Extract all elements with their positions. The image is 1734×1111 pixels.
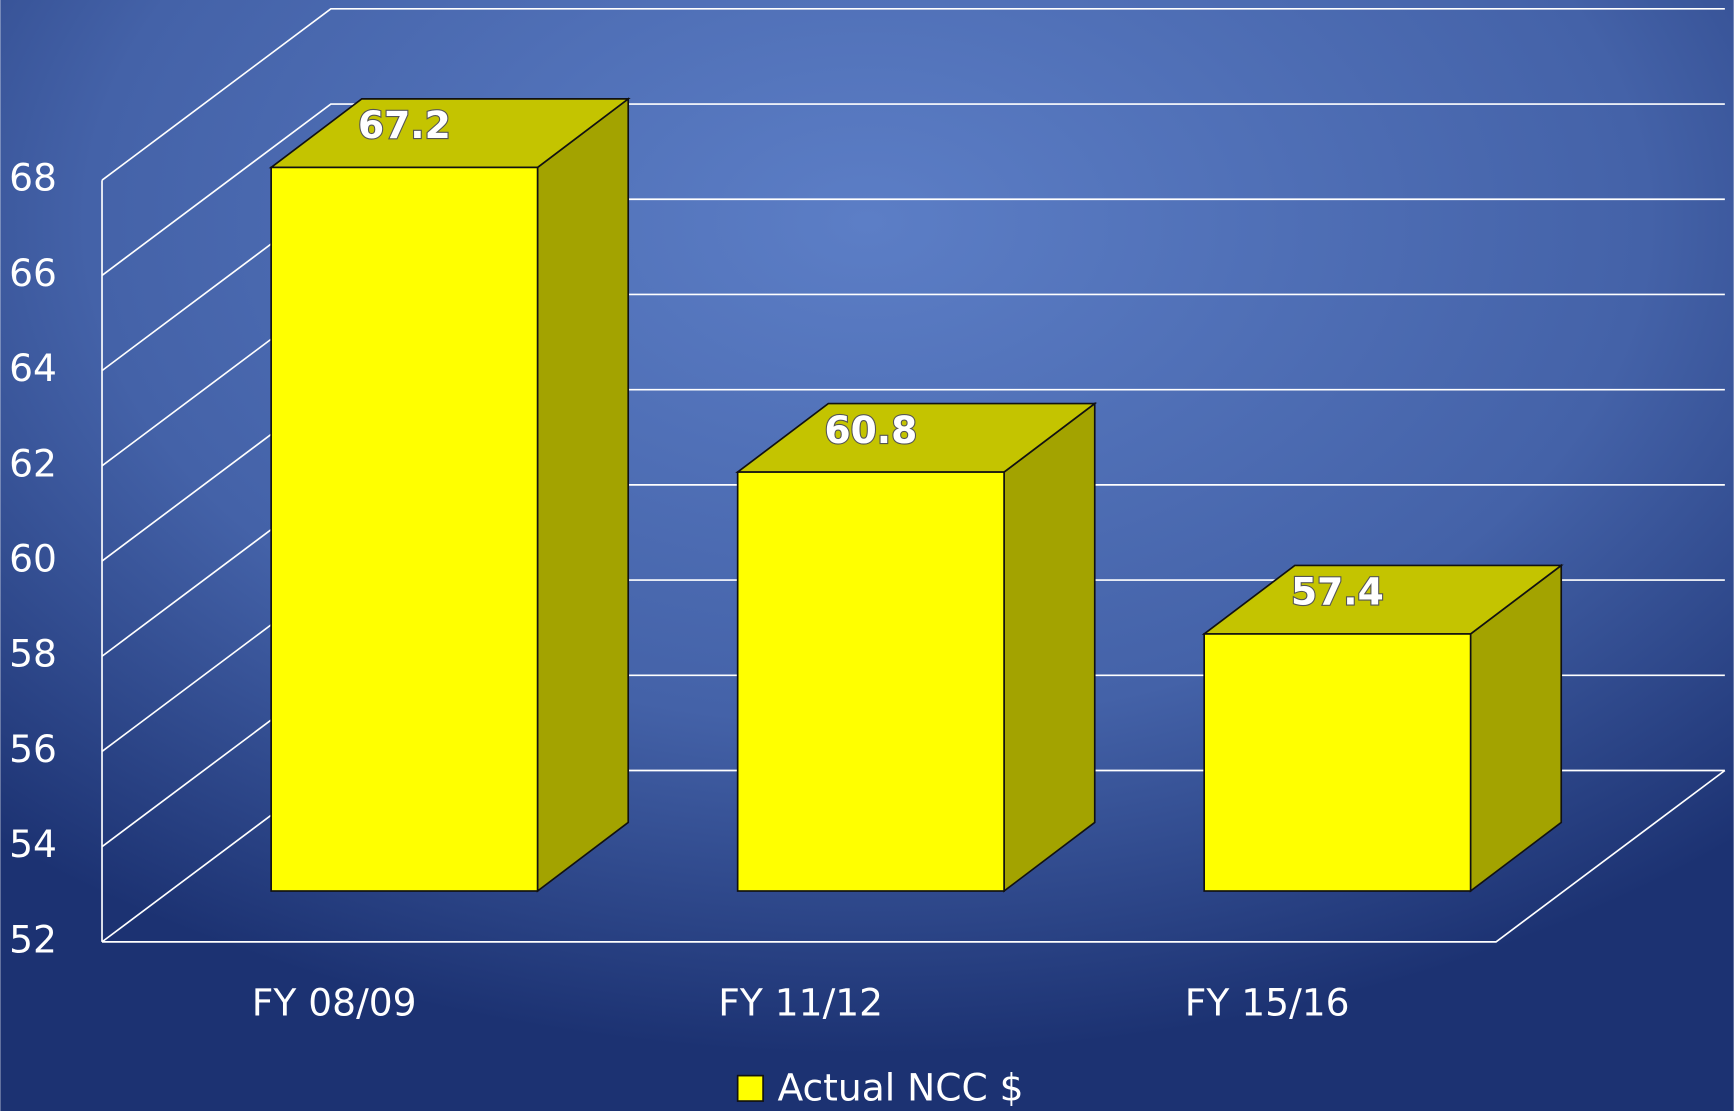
x-tick-label: FY 11/12	[718, 980, 883, 1024]
bar	[270, 166, 539, 892]
y-tick-label: 64	[9, 346, 57, 390]
grid-line	[101, 8, 1725, 181]
value-label: 57.4	[1291, 570, 1384, 614]
y-tick-label: 58	[9, 632, 57, 676]
y-tick-label: 52	[9, 917, 57, 961]
legend-swatch	[736, 1074, 764, 1102]
y-tick-label: 68	[9, 156, 57, 200]
legend-label: Actual NCC $	[777, 1065, 1023, 1109]
grid-line	[101, 103, 1725, 277]
y-tick-label: 54	[9, 822, 57, 866]
bar	[736, 471, 1005, 892]
y-tick-label: 66	[9, 251, 57, 295]
y-tick-label: 60	[9, 537, 57, 581]
y-tick-label: 62	[9, 441, 57, 485]
y-tick-label: 56	[9, 727, 57, 771]
bar-side	[536, 97, 630, 893]
floor-edge	[102, 769, 1726, 943]
x-tick-label: FY 15/16	[1185, 980, 1350, 1024]
value-label: 60.8	[825, 408, 918, 452]
x-tick-label: FY 08/09	[252, 980, 417, 1024]
value-label: 67.2	[358, 103, 451, 147]
bar-side	[1003, 401, 1096, 893]
bar	[1203, 633, 1472, 892]
